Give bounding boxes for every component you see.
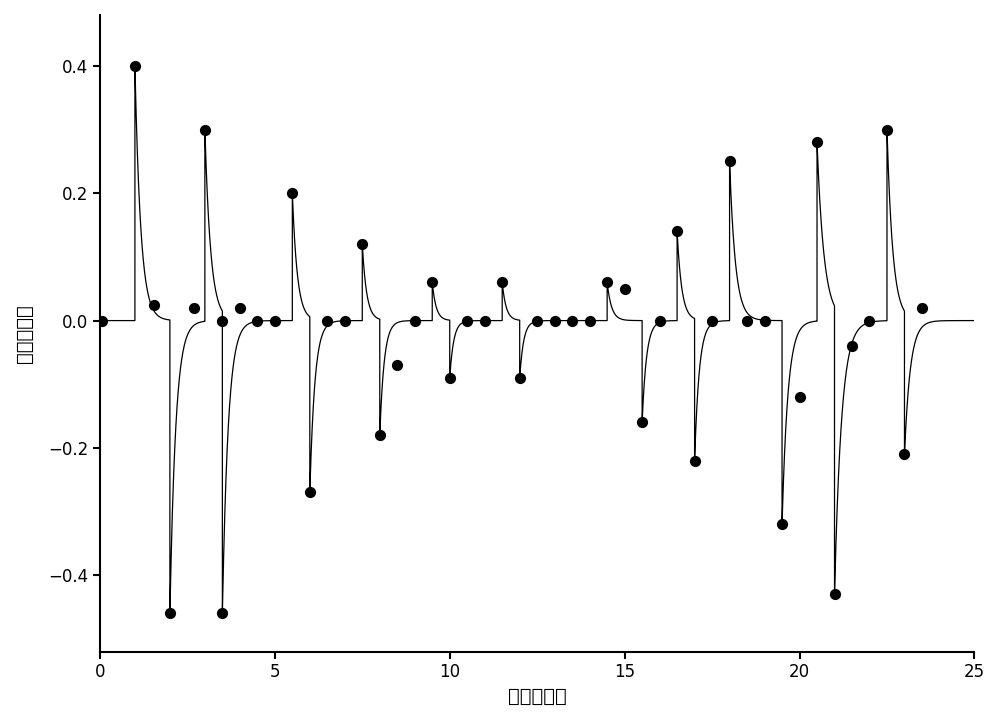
- Point: [494, 277, 510, 288]
- Point: [914, 302, 930, 314]
- Point: [162, 608, 178, 619]
- Point: [861, 315, 877, 327]
- Point: [372, 430, 388, 441]
- Point: [652, 315, 668, 327]
- Point: [302, 487, 318, 498]
- Point: [774, 518, 790, 530]
- Point: [337, 315, 353, 327]
- Point: [792, 392, 808, 403]
- Point: [617, 283, 633, 294]
- Point: [879, 124, 895, 136]
- Point: [407, 315, 423, 327]
- Point: [354, 239, 370, 250]
- Point: [127, 60, 143, 71]
- Point: [599, 277, 615, 288]
- Point: [146, 299, 162, 311]
- Point: [634, 417, 650, 428]
- Y-axis label: 电压（伏）: 电压（伏）: [15, 304, 34, 363]
- Point: [896, 448, 912, 460]
- Point: [284, 187, 300, 199]
- Point: [232, 302, 248, 314]
- Point: [186, 302, 202, 314]
- Point: [389, 359, 405, 371]
- Point: [722, 156, 738, 167]
- Point: [757, 315, 773, 327]
- Point: [704, 315, 720, 327]
- Point: [687, 455, 703, 466]
- Point: [564, 315, 580, 327]
- Point: [249, 315, 265, 327]
- X-axis label: 时间（秒）: 时间（秒）: [508, 687, 567, 706]
- Point: [319, 315, 335, 327]
- Point: [669, 226, 685, 237]
- Point: [442, 372, 458, 384]
- Point: [459, 315, 475, 327]
- Point: [267, 315, 283, 327]
- Point: [512, 372, 528, 384]
- Point: [477, 315, 493, 327]
- Point: [827, 588, 843, 600]
- Point: [214, 608, 230, 619]
- Point: [547, 315, 563, 327]
- Point: [94, 315, 110, 327]
- Point: [809, 136, 825, 148]
- Point: [197, 124, 213, 136]
- Point: [582, 315, 598, 327]
- Point: [844, 340, 860, 352]
- Point: [529, 315, 545, 327]
- Point: [424, 277, 440, 288]
- Point: [214, 315, 230, 327]
- Point: [739, 315, 755, 327]
